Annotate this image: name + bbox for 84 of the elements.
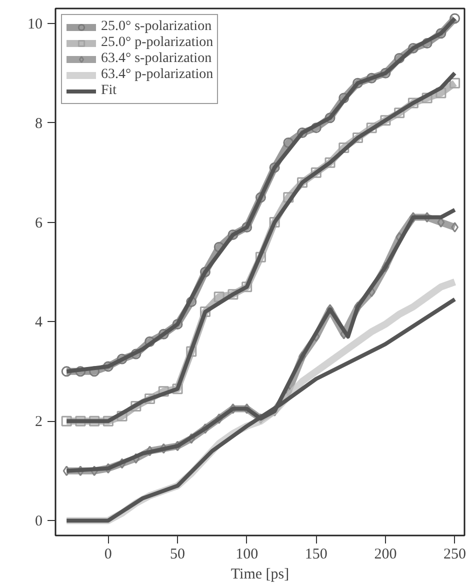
point bbox=[89, 416, 100, 426]
point bbox=[437, 217, 445, 228]
x-tick-label: 150 bbox=[304, 546, 328, 562]
point bbox=[436, 28, 446, 39]
x-tick-label: 200 bbox=[374, 546, 397, 562]
point bbox=[229, 403, 237, 414]
point bbox=[380, 68, 391, 78]
point bbox=[255, 252, 266, 262]
point bbox=[409, 212, 417, 223]
point bbox=[201, 423, 209, 434]
point bbox=[146, 446, 154, 456]
point bbox=[158, 328, 169, 340]
point bbox=[228, 289, 238, 300]
point bbox=[243, 403, 251, 414]
point bbox=[436, 88, 446, 98]
legend-label: 25.0° p-polarization bbox=[101, 35, 214, 51]
point bbox=[422, 38, 432, 49]
point bbox=[297, 128, 308, 138]
y-tick-label: 10 bbox=[28, 16, 42, 32]
point bbox=[283, 192, 294, 203]
y-tick-label: 6 bbox=[35, 215, 43, 232]
point bbox=[200, 266, 210, 278]
point bbox=[61, 416, 72, 426]
point bbox=[352, 132, 363, 144]
point bbox=[394, 52, 405, 64]
point bbox=[422, 92, 432, 104]
point bbox=[408, 43, 418, 54]
x-tick-label: 0 bbox=[104, 546, 112, 562]
point bbox=[118, 458, 126, 469]
point bbox=[338, 142, 350, 153]
x-axis-title: Time [ps] bbox=[230, 566, 290, 582]
point bbox=[172, 384, 183, 394]
point bbox=[174, 440, 182, 452]
point bbox=[132, 453, 140, 464]
point bbox=[450, 13, 460, 24]
point bbox=[144, 394, 156, 404]
point bbox=[75, 366, 86, 377]
point bbox=[310, 122, 322, 134]
point bbox=[242, 222, 252, 232]
point bbox=[326, 304, 334, 315]
point bbox=[102, 361, 114, 372]
point bbox=[408, 98, 418, 108]
point bbox=[269, 217, 280, 228]
point bbox=[451, 222, 459, 233]
point bbox=[172, 318, 183, 330]
point bbox=[324, 157, 336, 168]
point bbox=[116, 410, 128, 422]
point bbox=[366, 72, 377, 84]
legend-label: 63.4° p-polarization bbox=[101, 67, 214, 83]
point bbox=[242, 282, 252, 292]
point bbox=[116, 354, 128, 364]
y-tick-label: 4 bbox=[35, 314, 43, 331]
point bbox=[102, 416, 114, 426]
point bbox=[352, 78, 363, 88]
point bbox=[130, 348, 142, 360]
point bbox=[62, 466, 70, 476]
point bbox=[200, 306, 210, 318]
x-tick-label: 250 bbox=[444, 546, 466, 562]
legend-label: 25.0° s-polarization bbox=[101, 19, 212, 35]
point bbox=[75, 416, 86, 426]
point bbox=[366, 122, 377, 134]
point bbox=[158, 386, 169, 397]
point bbox=[269, 162, 280, 173]
point bbox=[61, 366, 72, 377]
y-tick-label: 0 bbox=[35, 514, 42, 530]
point bbox=[215, 413, 223, 424]
point bbox=[186, 346, 197, 357]
point bbox=[297, 177, 308, 188]
point bbox=[228, 229, 238, 240]
point bbox=[380, 115, 391, 126]
x-tick-label: 50 bbox=[170, 546, 186, 562]
point bbox=[310, 167, 322, 178]
legend-label: 63.4° s-polarization bbox=[101, 51, 212, 67]
point bbox=[186, 296, 197, 308]
point bbox=[338, 92, 350, 104]
point bbox=[255, 192, 266, 203]
point bbox=[324, 112, 336, 124]
point bbox=[450, 78, 460, 88]
x-tick-label: 100 bbox=[236, 546, 258, 562]
legend-label: Fit bbox=[101, 83, 118, 99]
y-tick-label: 2 bbox=[35, 414, 42, 430]
point bbox=[130, 400, 142, 412]
y-tick-label: 8 bbox=[35, 116, 42, 132]
point bbox=[394, 108, 405, 118]
